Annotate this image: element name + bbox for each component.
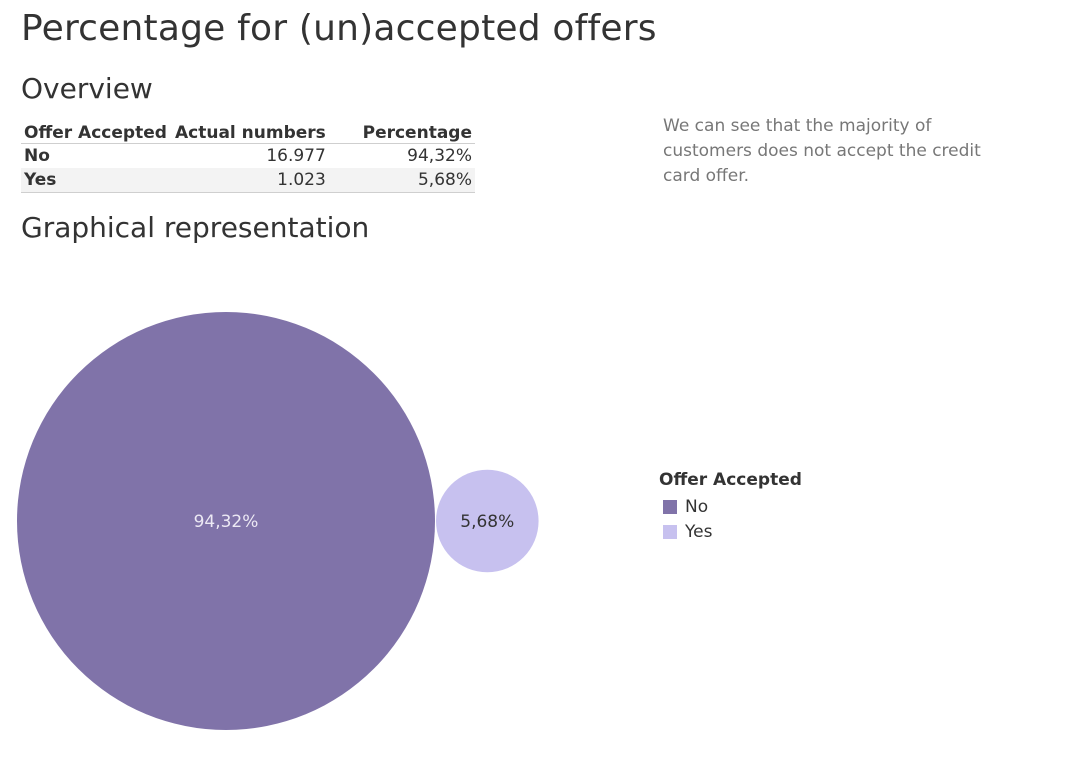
bubble-chart: 94,32% 5,68% <box>17 312 539 730</box>
cell-category: No <box>24 146 50 166</box>
graphical-heading: Graphical representation <box>21 211 370 244</box>
cell-percentage: 5,68% <box>328 168 475 193</box>
column-header-percentage[interactable]: Percentage <box>328 120 475 144</box>
legend-title: Offer Accepted <box>659 470 802 490</box>
bubble-no[interactable] <box>17 312 435 730</box>
bubble-label-yes: 5,68% <box>460 512 514 532</box>
cell-count: 16.977 <box>266 146 326 166</box>
legend-item-yes[interactable]: Yes <box>659 519 802 544</box>
legend-label-yes: Yes <box>685 521 713 542</box>
table-row[interactable]: No 16.977 94,32% <box>21 144 475 169</box>
table-header-row: Offer Accepted Actual numbers Percentage <box>21 120 475 144</box>
bubble-yes[interactable] <box>436 469 539 573</box>
table-row[interactable]: Yes 1.023 5,68% <box>21 168 475 193</box>
insight-note: We can see that the majority of customer… <box>663 116 981 186</box>
cell-percentage: 94,32% <box>407 146 472 166</box>
legend-swatch-yes <box>663 524 677 539</box>
column-header-offer-accepted[interactable]: Offer Accepted <box>21 120 172 144</box>
column-header-actual-numbers[interactable]: Actual numbers <box>172 120 329 144</box>
page-title: Percentage for (un)accepted offers <box>21 8 657 49</box>
cell-count: 1.023 <box>172 168 329 193</box>
overview-table: Offer Accepted Actual numbers Percentage… <box>21 120 475 193</box>
legend[interactable]: Offer Accepted No Yes <box>659 470 802 544</box>
legend-item-no[interactable]: No <box>659 494 802 519</box>
legend-swatch-no <box>663 499 677 514</box>
cell-category: Yes <box>21 168 172 193</box>
legend-label-no: No <box>685 496 709 517</box>
bubble-label-no: 94,32% <box>194 512 259 532</box>
overview-heading: Overview <box>21 72 153 105</box>
